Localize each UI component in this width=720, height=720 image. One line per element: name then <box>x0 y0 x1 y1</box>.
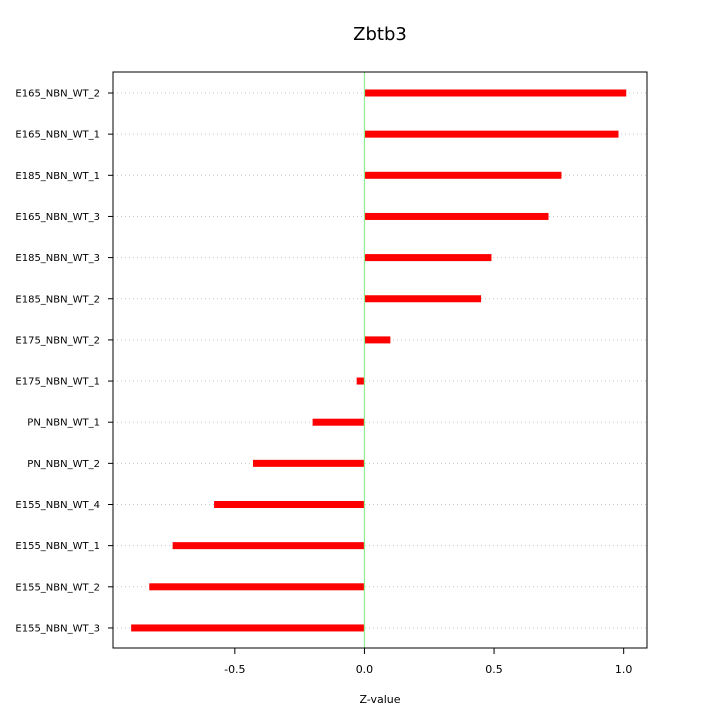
bar <box>364 336 391 344</box>
category-label: E155_NBN_WT_3 <box>15 623 100 634</box>
bar <box>214 501 365 508</box>
category-label: E155_NBN_WT_1 <box>15 541 100 552</box>
bar <box>364 212 549 220</box>
x-axis-label: Z-value <box>359 693 400 706</box>
category-label: E165_NBN_WT_2 <box>15 89 100 100</box>
category-label: E185_NBN_WT_2 <box>15 294 100 305</box>
bar <box>364 89 627 97</box>
bar <box>364 254 492 262</box>
category-label: E155_NBN_WT_4 <box>15 500 100 511</box>
bar <box>364 130 619 138</box>
bar <box>312 418 365 426</box>
x-axis: -0.5 0.0 0.5 1.0 <box>224 648 632 676</box>
category-label: PN_NBN_WT_2 <box>27 459 100 470</box>
category-label: E185_NBN_WT_1 <box>15 171 100 182</box>
chart-title: Zbtb3 <box>353 24 407 45</box>
bar <box>172 542 365 550</box>
category-label: E165_NBN_WT_3 <box>15 212 100 223</box>
x-tick-label: 0.0 <box>356 663 374 676</box>
category-label: E155_NBN_WT_2 <box>15 582 100 593</box>
bar <box>364 171 562 179</box>
category-label: PN_NBN_WT_1 <box>27 418 100 429</box>
category-label: E175_NBN_WT_1 <box>15 377 100 388</box>
category-axis: E165_NBN_WT_2 E165_NBN_WT_1 E185_NBN_WT_1 E… <box>15 89 113 634</box>
x-tick-label: 1.0 <box>615 663 633 676</box>
category-label: E175_NBN_WT_2 <box>15 335 100 346</box>
category-label: E165_NBN_WT_1 <box>15 130 100 141</box>
bar <box>149 583 365 591</box>
bar <box>364 295 482 303</box>
x-tick-label: -0.5 <box>224 663 245 676</box>
bar <box>131 624 365 632</box>
bar <box>252 459 365 467</box>
bar <box>356 377 365 385</box>
x-tick-label: 0.5 <box>485 663 503 676</box>
plot-frame <box>112 71 648 649</box>
bars <box>131 89 627 632</box>
category-label: E185_NBN_WT_3 <box>15 253 100 264</box>
